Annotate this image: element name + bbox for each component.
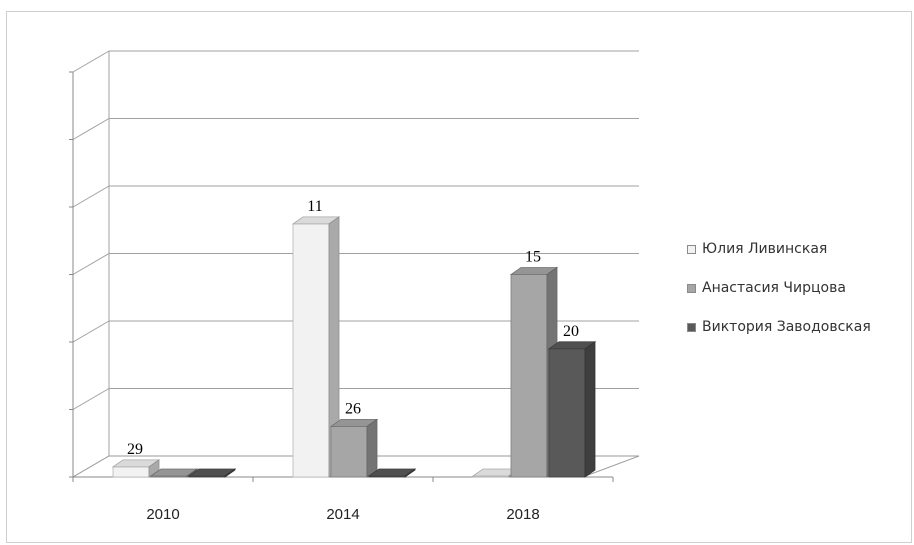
legend-swatch-1 — [687, 244, 696, 254]
chart-frame: 29 2010 11 26 2014 15 20 2018 Юлия Ливинская Ан… — [6, 11, 912, 543]
x-tick-label: 2010 — [146, 506, 179, 523]
legend: Юлия Ливинская Анастасия Чирцова Виктори… — [687, 241, 871, 358]
chart-plot: 29 2010 11 26 2014 15 20 2018 — [69, 50, 640, 523]
gridline-side — [72, 388, 110, 410]
legend-swatch-3 — [687, 322, 696, 332]
legend-label-1: Юлия Ливинская — [702, 241, 828, 257]
x-tick-label: 2014 — [326, 506, 359, 523]
legend-swatch-2 — [687, 283, 696, 293]
bar-front — [292, 223, 330, 478]
data-label: 11 — [307, 198, 322, 215]
data-label: 15 — [525, 249, 541, 266]
gridline-side — [72, 118, 110, 140]
gridline-side — [72, 185, 110, 208]
legend-item-3: Виктория Заводовская — [687, 319, 871, 335]
data-label: 20 — [563, 323, 579, 340]
gridline-side — [72, 50, 110, 73]
bar-front — [112, 466, 150, 478]
x-tick-label: 2018 — [506, 506, 539, 523]
bar-side — [224, 468, 236, 478]
bar-side — [404, 468, 416, 478]
bar-front — [510, 274, 548, 478]
data-label: 29 — [127, 441, 143, 458]
gridline-side — [72, 253, 110, 275]
bar-side — [584, 340, 596, 478]
legend-item-1: Юлия Ливинская — [687, 241, 871, 257]
bar-front — [548, 348, 586, 478]
legend-label-2: Анастасия Чирцова — [702, 280, 846, 296]
data-label: 26 — [345, 400, 361, 417]
legend-label-3: Виктория Заводовская — [702, 319, 871, 335]
legend-item-2: Анастасия Чирцова — [687, 280, 871, 296]
bar-front — [330, 425, 368, 478]
gridline-side — [72, 320, 110, 343]
bar-side — [366, 418, 378, 478]
